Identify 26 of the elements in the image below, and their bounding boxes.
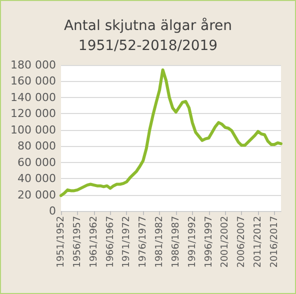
line-series bbox=[60, 68, 282, 198]
x-tick-label: 2016/2017 bbox=[268, 216, 280, 268]
y-tick-label: 180 000 bbox=[10, 58, 56, 72]
y-tick-label: 140 000 bbox=[10, 90, 56, 104]
y-tick-label: 160 000 bbox=[10, 74, 56, 88]
y-tick-label: 120 000 bbox=[10, 107, 56, 120]
x-tick-label: 1961/1962 bbox=[88, 216, 100, 268]
y-tick-label: 80 000 bbox=[18, 140, 56, 153]
y-tick-label: 100 000 bbox=[10, 123, 56, 136]
x-tick-label: 1996/1997 bbox=[203, 216, 214, 268]
x-tick-label: 1956/1957 bbox=[72, 216, 83, 268]
x-tick-label: 2006/2007 bbox=[236, 216, 248, 268]
y-tick-label: 60 000 bbox=[18, 156, 56, 169]
chart-title: Antal skjutna älgar åren 1951/52-2018/2019 bbox=[64, 17, 232, 54]
x-tick-label: 1971/1972 bbox=[121, 216, 132, 268]
x-tick-label: 1981/1982 bbox=[154, 216, 166, 268]
x-tick-label: 1991/1992 bbox=[186, 216, 198, 268]
x-tick-label: 2001/2002 bbox=[220, 216, 231, 268]
y-tick-label: 40 000 bbox=[18, 172, 56, 186]
x-tick-label: 1976/1977 bbox=[138, 216, 149, 268]
x-tick-label: 1966/1967 bbox=[104, 216, 116, 268]
y-tick-label: 20 000 bbox=[18, 188, 56, 202]
x-tick-label: 2011/2012 bbox=[252, 216, 264, 268]
x-tick-label: 1951/1952 bbox=[56, 216, 66, 268]
x-tick-label: 1986/1987 bbox=[170, 216, 182, 268]
y-tick-label: 0 bbox=[49, 204, 56, 218]
